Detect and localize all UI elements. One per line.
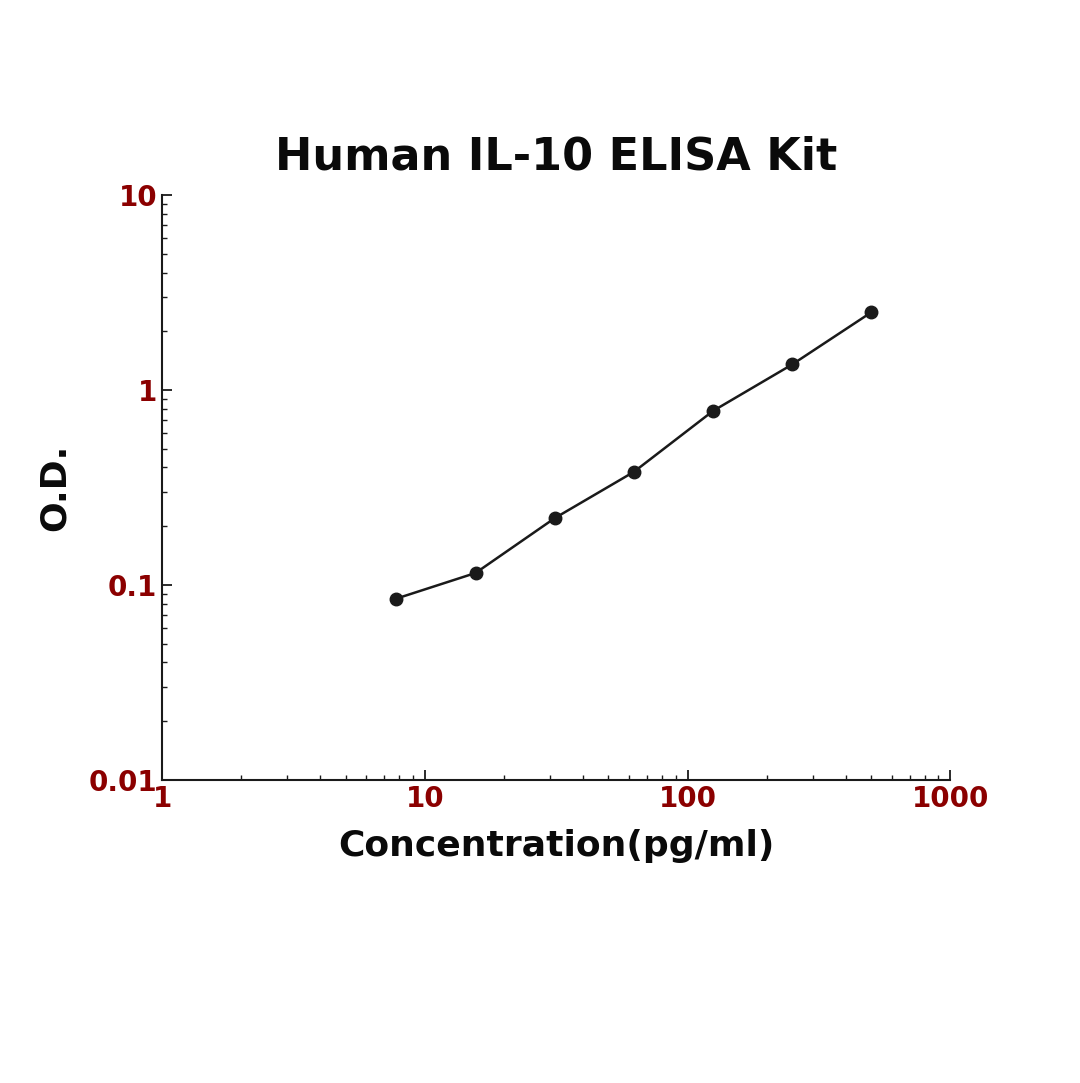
Y-axis label: O.D.: O.D.	[38, 444, 72, 531]
X-axis label: Concentration(pg/ml): Concentration(pg/ml)	[338, 830, 774, 863]
Title: Human IL-10 ELISA Kit: Human IL-10 ELISA Kit	[275, 136, 837, 179]
